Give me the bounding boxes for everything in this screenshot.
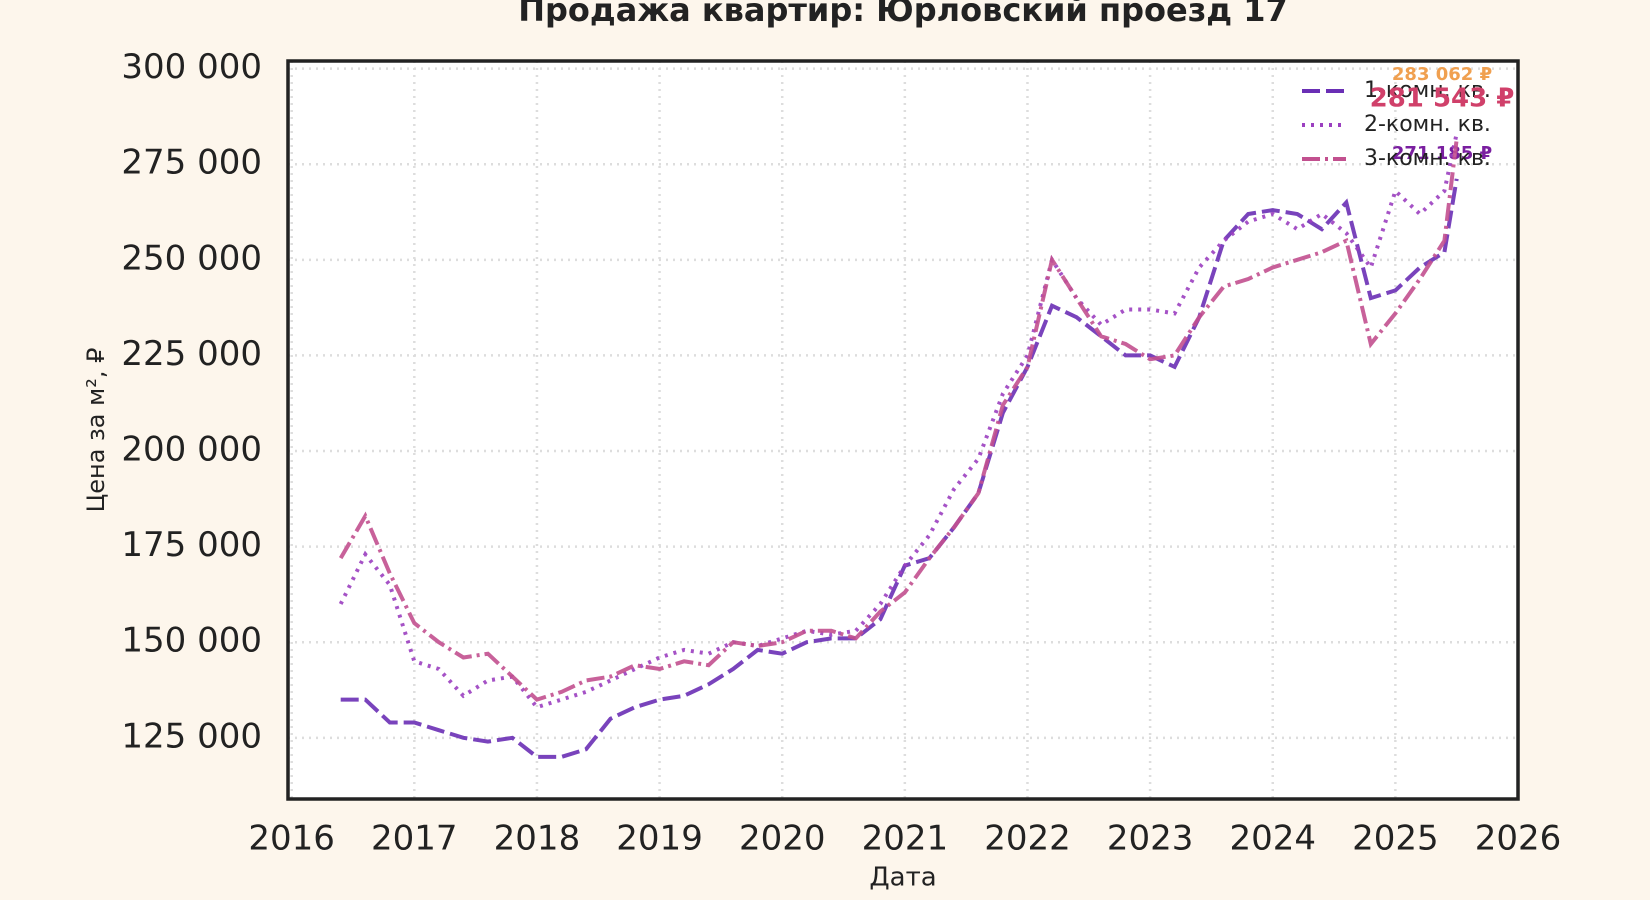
plot-area bbox=[288, 61, 1518, 799]
legend-label: 2-комн. кв. bbox=[1364, 112, 1491, 137]
y-tick-label: 125 000 bbox=[121, 716, 262, 756]
chart-title: Продажа квартир: Юрловский проезд 17 bbox=[518, 0, 1288, 29]
x-axis-label: Дата bbox=[869, 863, 936, 893]
series-line bbox=[338, 132, 1459, 710]
plot-frame bbox=[286, 59, 1520, 801]
value-label: 281 543 ₽ bbox=[1370, 84, 1515, 114]
value-label: 283 062 ₽ bbox=[1392, 64, 1492, 85]
y-tick-label: 275 000 bbox=[121, 143, 262, 183]
x-tick-label: 2024 bbox=[1229, 819, 1316, 859]
legend-label: 1-комн. кв. bbox=[1364, 78, 1491, 103]
x-tick-label: 2018 bbox=[494, 819, 581, 859]
x-tick-label: 2025 bbox=[1352, 819, 1439, 859]
series-line bbox=[338, 138, 1459, 702]
x-tick-label: 2021 bbox=[862, 819, 949, 859]
y-tick-label: 200 000 bbox=[121, 430, 262, 470]
x-tick-label: 2026 bbox=[1475, 819, 1562, 859]
x-tick-label: 2019 bbox=[616, 819, 703, 859]
y-axis-label: Цена за м², ₽ bbox=[82, 348, 110, 513]
x-tick-label: 2016 bbox=[248, 819, 335, 859]
x-tick-label: 2017 bbox=[371, 819, 458, 859]
y-tick-label: 225 000 bbox=[121, 334, 262, 374]
y-tick-label: 300 000 bbox=[121, 47, 262, 87]
x-tick-label: 2020 bbox=[739, 819, 826, 859]
y-tick-label: 150 000 bbox=[121, 621, 262, 661]
y-tick-label: 250 000 bbox=[121, 238, 262, 278]
x-tick-label: 2023 bbox=[1107, 819, 1194, 859]
x-tick-label: 2022 bbox=[984, 819, 1071, 859]
y-tick-label: 175 000 bbox=[121, 525, 262, 565]
legend-label: 3-комн. кв. bbox=[1364, 146, 1491, 171]
value-label: 271 185 ₽ bbox=[1392, 143, 1492, 164]
